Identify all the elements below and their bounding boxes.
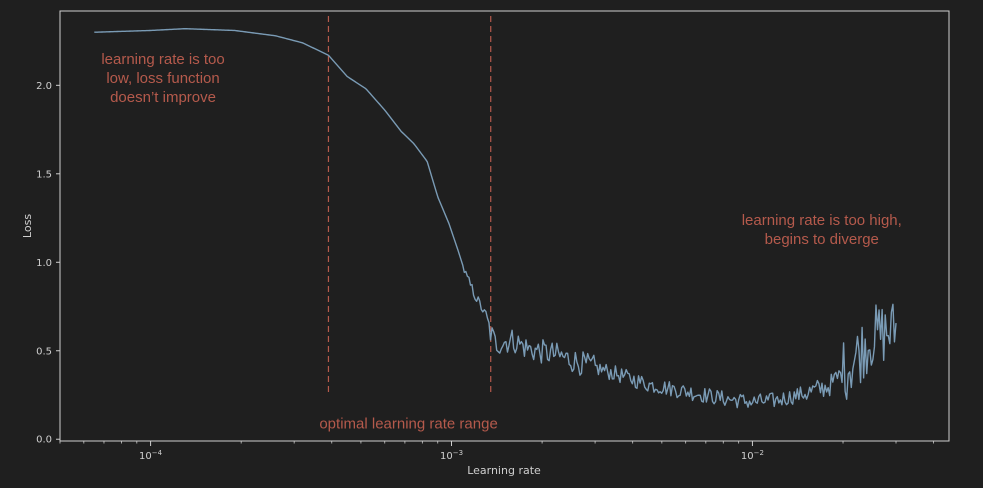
annotation-text-2: optimal learning rate range	[319, 416, 497, 433]
y-tick-label: 2.0	[36, 81, 52, 92]
y-tick-label: 1.5	[36, 169, 52, 180]
y-tick-label: 1.0	[36, 258, 52, 269]
x-tick-label: 10−2	[741, 449, 764, 462]
loss-series-line	[94, 28, 897, 409]
y-tick-label: 0.5	[36, 346, 52, 357]
axes-frame	[59, 10, 950, 442]
x-tick-label: 10−4	[139, 449, 163, 462]
y-axis-title: Loss	[21, 214, 34, 238]
x-axis-title: Learning rate	[467, 464, 541, 477]
annotation-text-1: learning rate is too low, loss function do…	[101, 51, 224, 106]
annotation-text-3: learning rate is too high, begins to dive…	[742, 212, 902, 248]
y-tick-label: 0.0	[36, 435, 52, 446]
x-tick-label: 10−3	[440, 449, 463, 462]
